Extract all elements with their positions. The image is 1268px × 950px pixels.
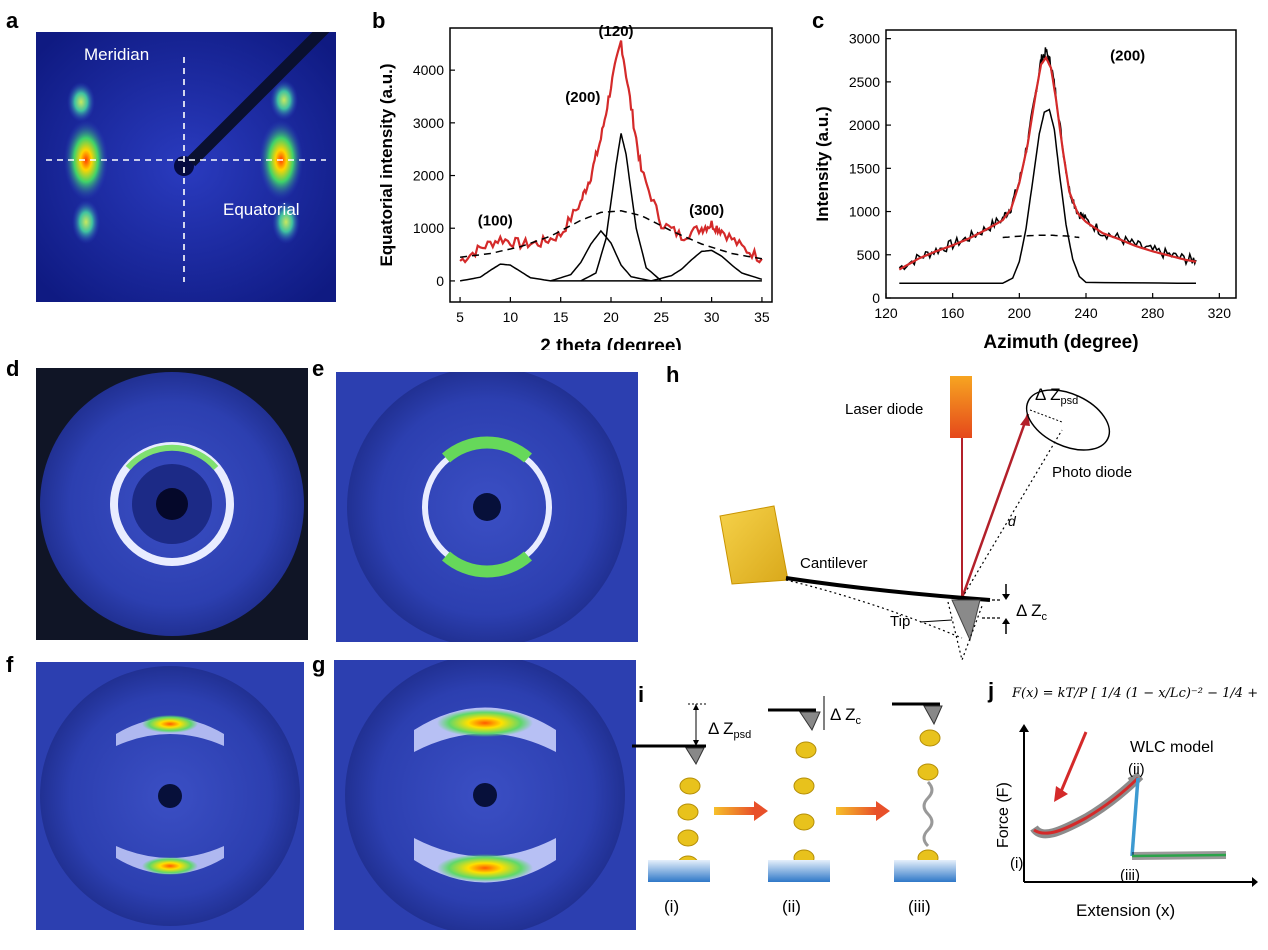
delta-z-c-label-i: Δ Zc <box>830 705 862 727</box>
plot-frame <box>449 27 773 303</box>
chart-c: 120 160 200 240 280 320 0 500 1000 1500 2000 2500 30… <box>813 29 1237 353</box>
unfolding-schematic-i: Δ Zpsd (i) Δ Zc (ii) (iii) <box>632 696 956 916</box>
x-tick-label: 200 <box>1008 305 1032 321</box>
series-line-4 <box>899 108 1197 285</box>
wlc-ylabel: Force (F) <box>995 782 1012 848</box>
diffraction-image-e <box>336 372 638 642</box>
y-tick-label: 500 <box>857 247 881 263</box>
y-tick-label: 3000 <box>849 31 880 47</box>
y-tick-label: 4000 <box>413 62 444 78</box>
y-tick-label: 3000 <box>413 115 444 131</box>
y-tick-label: 2000 <box>849 117 880 133</box>
y-tick-label: 0 <box>436 273 444 289</box>
series-line-4 <box>550 229 652 282</box>
panel-label-h: h <box>666 362 680 387</box>
cantilever-label: Cantilever <box>800 555 868 572</box>
y-tick-label: 0 <box>872 290 880 306</box>
laser-diode <box>950 376 972 438</box>
step-label-iii: (iii) <box>908 897 931 916</box>
panel-label-c: c <box>812 8 825 33</box>
plot-frame <box>885 29 1237 299</box>
photo-diode-label: Photo diode <box>1052 464 1132 481</box>
wlc-xlabel: Extension (x) <box>1076 901 1175 920</box>
peak-annotation: (100) <box>478 213 513 230</box>
panel-label-g: g <box>312 652 326 677</box>
afm-schematic-h: Laser diode Δ Zpsd Photo diode d Cantile… <box>719 376 1132 663</box>
peak-annotation: (300) <box>689 202 724 219</box>
wlc-point-ii: (ii) <box>1128 761 1145 778</box>
y-axis-label: Equatorial intensity (a.u.) <box>377 63 396 266</box>
substrate-i <box>648 860 710 882</box>
x-tick-label: 35 <box>754 309 770 325</box>
meridian-label: Meridian <box>84 45 149 64</box>
series-line-3 <box>1002 234 1080 239</box>
y-axis-label: Intensity (a.u.) <box>813 106 832 221</box>
wlc-point-i: (i) <box>1010 855 1023 872</box>
x-tick-label: 15 <box>553 309 569 325</box>
x-tick-label: 240 <box>1074 305 1098 321</box>
afm-tip <box>951 599 981 642</box>
cantilever-holder <box>719 505 789 585</box>
x-axis-label: 2 theta (degree) <box>540 336 681 350</box>
photo-diode-icon <box>1025 389 1111 451</box>
x-tick-label: 280 <box>1141 305 1165 321</box>
series-line-5 <box>580 133 662 282</box>
x-tick-label: 20 <box>603 309 619 325</box>
step-label-ii: (ii) <box>782 897 801 916</box>
panel-label-d: d <box>6 356 20 381</box>
x-tick-label: 5 <box>456 309 464 325</box>
y-tick-label: 1500 <box>849 160 880 176</box>
delta-z-c-label: Δ Zc <box>1016 601 1048 623</box>
x-axis-label: Azimuth (degree) <box>983 332 1138 353</box>
x-tick-label: 10 <box>503 309 519 325</box>
diffraction-image-f <box>36 662 304 930</box>
x-tick-label: 160 <box>941 305 965 321</box>
substrate-ii <box>768 860 830 882</box>
wlc-force-curve-j: Force (F) Extension (x) WLC model (i) (i… <box>995 724 1258 920</box>
x-tick-label: 30 <box>704 309 720 325</box>
x-tick-label: 25 <box>654 309 670 325</box>
y-tick-label: 1000 <box>413 220 444 236</box>
series-line-2 <box>898 55 1197 271</box>
panel-label-i: i <box>638 682 645 707</box>
series-line-1 <box>898 47 1197 271</box>
series-line-2 <box>460 210 763 260</box>
step-label-i: (i) <box>664 897 679 916</box>
series-line-1 <box>459 40 763 264</box>
delta-z-psd-label: Δ Zpsd <box>1035 385 1078 407</box>
x-tick-label: 120 <box>874 305 898 321</box>
diffraction-image-d <box>36 368 308 640</box>
x-tick-label: 320 <box>1208 305 1232 321</box>
peak-annotation: (200) <box>1110 47 1145 64</box>
panel-label-b: b <box>372 8 386 33</box>
wlc-formula: F(x) = kT/P [ 1/4 (1 − x/Lc)⁻² − 1/4 + x… <box>1012 686 1260 701</box>
diffraction-image-a: Meridian Equatorial <box>36 32 336 302</box>
substrate-iii <box>894 860 956 882</box>
tip-label: Tip <box>890 613 910 630</box>
equatorial-label: Equatorial <box>223 200 300 219</box>
wlc-model-label: WLC model <box>1130 739 1214 756</box>
peak-annotation: (120) <box>599 23 634 40</box>
y-tick-label: 1000 <box>849 204 880 220</box>
panel-label-f: f <box>6 652 14 677</box>
panel-label-e: e <box>312 356 325 381</box>
y-tick-label: 2500 <box>849 74 880 90</box>
diffraction-image-g <box>334 660 636 930</box>
distance-d-label: d <box>1008 513 1017 529</box>
laser-diode-label: Laser diode <box>845 401 923 418</box>
series-line-6 <box>651 249 763 282</box>
y-tick-label: 2000 <box>413 168 444 184</box>
panel-label-j: j <box>988 678 995 703</box>
series-line-3 <box>459 263 762 282</box>
peak-annotation: (200) <box>565 89 600 106</box>
wlc-point-iii: (iii) <box>1120 867 1140 884</box>
delta-z-psd-label-i: Δ Zpsd <box>708 719 751 741</box>
chart-b: 5 10 15 20 25 30 35 0 1000 2000 3000 4000 2 theta (d… <box>377 23 773 350</box>
panel-label-a: a <box>6 8 19 33</box>
